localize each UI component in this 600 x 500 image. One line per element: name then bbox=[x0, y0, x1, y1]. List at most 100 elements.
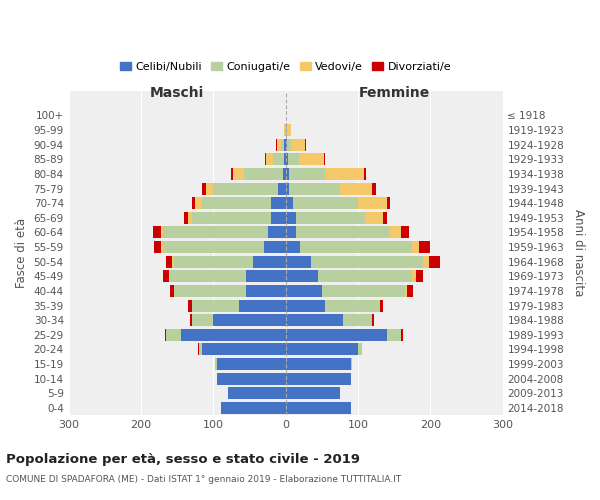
Bar bbox=[172, 256, 173, 268]
Bar bbox=[358, 344, 362, 355]
Bar bbox=[401, 329, 403, 340]
Bar bbox=[288, 154, 299, 166]
Bar bbox=[416, 270, 423, 282]
Bar bbox=[286, 241, 300, 253]
Bar bbox=[165, 329, 166, 340]
Bar bbox=[153, 226, 161, 238]
Bar bbox=[217, 372, 286, 384]
Bar bbox=[253, 256, 286, 268]
Bar bbox=[364, 168, 366, 180]
Bar bbox=[278, 182, 286, 194]
Bar bbox=[412, 241, 419, 253]
Bar bbox=[190, 314, 191, 326]
Bar bbox=[284, 124, 285, 136]
Bar bbox=[300, 241, 412, 253]
Bar bbox=[419, 241, 430, 253]
Bar bbox=[188, 212, 191, 224]
Bar bbox=[161, 241, 163, 253]
Bar bbox=[276, 138, 277, 150]
Bar bbox=[284, 138, 286, 150]
Bar bbox=[244, 168, 283, 180]
Bar bbox=[202, 197, 271, 209]
Bar bbox=[407, 285, 413, 297]
Bar bbox=[296, 212, 365, 224]
Bar bbox=[350, 358, 352, 370]
Bar bbox=[246, 270, 286, 282]
Bar bbox=[215, 358, 217, 370]
Bar bbox=[202, 182, 206, 194]
Bar bbox=[286, 372, 350, 384]
Bar bbox=[232, 168, 233, 180]
Bar bbox=[286, 329, 387, 340]
Bar bbox=[265, 154, 266, 166]
Bar bbox=[286, 212, 296, 224]
Bar bbox=[340, 182, 373, 194]
Bar bbox=[286, 358, 350, 370]
Bar bbox=[324, 154, 325, 166]
Bar bbox=[429, 256, 440, 268]
Bar bbox=[287, 138, 290, 150]
Bar bbox=[199, 344, 202, 355]
Bar bbox=[380, 300, 383, 312]
Bar bbox=[173, 285, 246, 297]
Bar bbox=[286, 256, 311, 268]
Bar bbox=[163, 241, 264, 253]
Bar bbox=[305, 138, 306, 150]
Bar bbox=[191, 314, 213, 326]
Bar bbox=[296, 226, 391, 238]
Text: Popolazione per età, sesso e stato civile - 2019: Popolazione per età, sesso e stato civil… bbox=[6, 452, 360, 466]
Bar bbox=[195, 197, 202, 209]
Bar bbox=[281, 138, 284, 150]
Bar bbox=[383, 212, 387, 224]
Bar bbox=[166, 329, 181, 340]
Bar bbox=[286, 138, 287, 150]
Bar bbox=[246, 285, 286, 297]
Bar bbox=[286, 154, 288, 166]
Bar bbox=[325, 168, 364, 180]
Bar bbox=[373, 182, 376, 194]
Text: Femmine: Femmine bbox=[358, 86, 430, 100]
Bar bbox=[358, 197, 387, 209]
Bar bbox=[277, 138, 281, 150]
Bar bbox=[365, 212, 383, 224]
Bar bbox=[322, 285, 405, 297]
Bar bbox=[286, 300, 325, 312]
Bar bbox=[188, 300, 191, 312]
Bar bbox=[166, 256, 172, 268]
Bar bbox=[287, 124, 290, 136]
Bar bbox=[289, 182, 340, 194]
Bar bbox=[286, 226, 296, 238]
Bar bbox=[286, 285, 322, 297]
Legend: Celibi/Nubili, Coniugati/e, Vedovi/e, Divorziati/e: Celibi/Nubili, Coniugati/e, Vedovi/e, Di… bbox=[116, 58, 455, 76]
Bar bbox=[198, 344, 199, 355]
Bar bbox=[299, 154, 324, 166]
Bar bbox=[286, 387, 340, 399]
Bar bbox=[311, 256, 423, 268]
Bar bbox=[191, 212, 271, 224]
Bar bbox=[286, 314, 343, 326]
Bar bbox=[284, 154, 286, 166]
Bar bbox=[213, 314, 286, 326]
Bar bbox=[293, 197, 358, 209]
Bar bbox=[170, 270, 246, 282]
Bar bbox=[318, 270, 412, 282]
Bar bbox=[401, 226, 409, 238]
Bar bbox=[233, 168, 244, 180]
Bar bbox=[239, 300, 286, 312]
Bar bbox=[343, 314, 373, 326]
Y-axis label: Anni di nascita: Anni di nascita bbox=[572, 209, 585, 296]
Bar bbox=[173, 256, 253, 268]
Bar bbox=[286, 197, 293, 209]
Bar bbox=[387, 329, 401, 340]
Bar bbox=[271, 197, 286, 209]
Bar bbox=[286, 402, 350, 414]
Bar bbox=[286, 270, 318, 282]
Bar bbox=[286, 182, 289, 194]
Bar bbox=[286, 344, 358, 355]
Y-axis label: Fasce di età: Fasce di età bbox=[15, 218, 28, 288]
Bar bbox=[163, 270, 169, 282]
Bar bbox=[325, 300, 380, 312]
Bar bbox=[274, 154, 284, 166]
Bar bbox=[217, 358, 286, 370]
Text: COMUNE DI SPADAFORA (ME) - Dati ISTAT 1° gennaio 2019 - Elaborazione TUTTITALIA.: COMUNE DI SPADAFORA (ME) - Dati ISTAT 1°… bbox=[6, 475, 401, 484]
